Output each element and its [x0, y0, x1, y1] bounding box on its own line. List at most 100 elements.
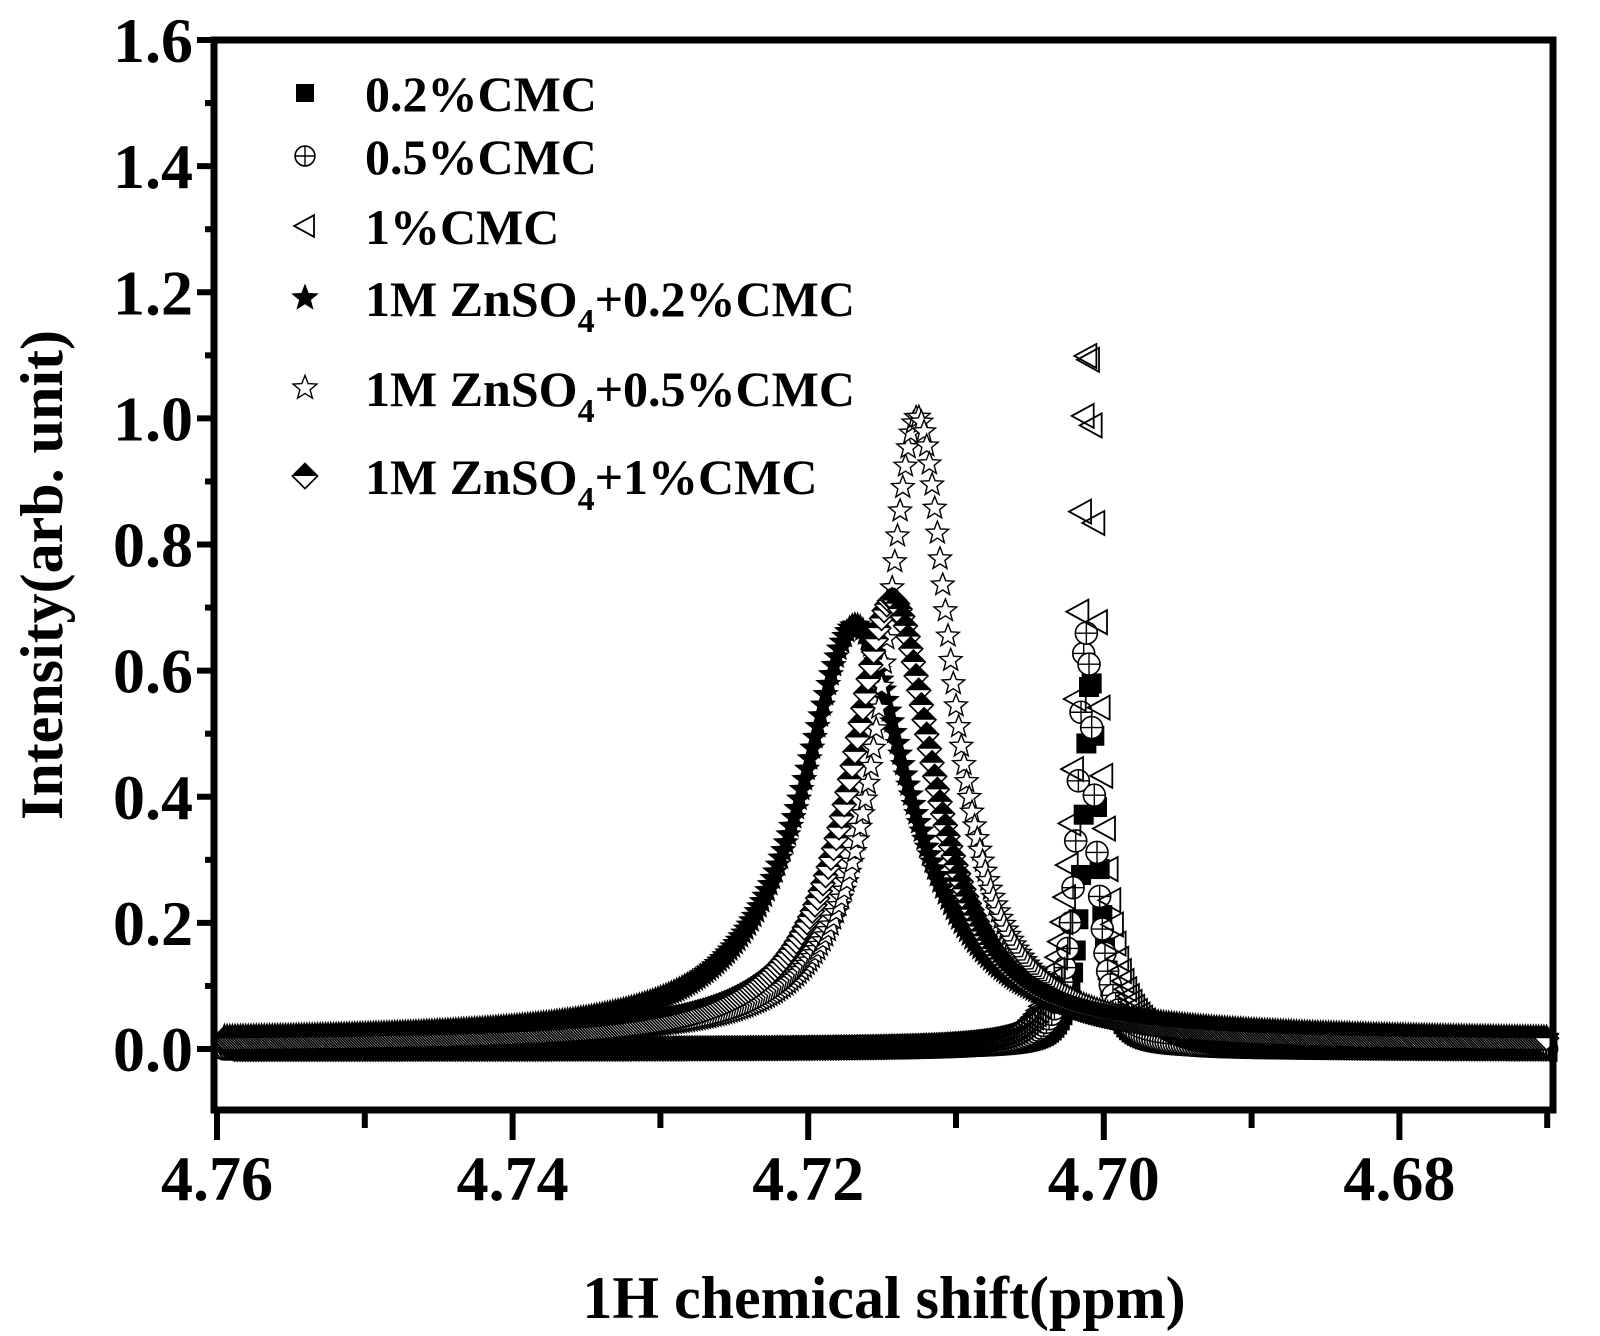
- data-point: [1072, 342, 1098, 370]
- legend-marker-icon: [294, 145, 316, 167]
- data-point: [1019, 1003, 1045, 1031]
- data-point: [948, 732, 975, 758]
- y-tick-label: 0.0: [113, 1014, 193, 1085]
- data-point: [1043, 943, 1068, 971]
- data-point: [884, 522, 911, 548]
- data-point: [929, 571, 956, 597]
- data-point: [942, 691, 970, 717]
- data-point: [1083, 608, 1108, 636]
- data-point: [1077, 411, 1103, 439]
- legend-item: 1M ZnSO4+0.2%CMC: [291, 271, 855, 340]
- data-point: [1101, 930, 1127, 958]
- legend-label: 1M ZnSO4+0.2%CMC: [365, 271, 855, 340]
- series-5: [211, 586, 1560, 1052]
- data-point: [958, 798, 986, 824]
- data-point: [934, 622, 962, 648]
- data-point: [1056, 809, 1082, 837]
- y-tick-label: 0.8: [113, 510, 193, 581]
- series-3: [211, 610, 1560, 1049]
- legend-item: 1M ZnSO4+0.5%CMC: [291, 361, 855, 430]
- data-point: [1061, 685, 1087, 713]
- data-point: [1109, 967, 1135, 995]
- legend-marker-icon: [291, 373, 319, 400]
- data-point: [945, 712, 972, 738]
- legend-label: 1%CMC: [365, 199, 559, 255]
- data-point: [1104, 945, 1130, 973]
- y-tick-label: 0.4: [113, 762, 193, 833]
- legend-item: 0.5%CMC: [294, 129, 597, 185]
- legend-marker-icon: [291, 462, 319, 490]
- data-point: [881, 547, 908, 573]
- data-point: [1040, 956, 1066, 984]
- data-point: [961, 811, 988, 837]
- data-point: [1087, 884, 1112, 909]
- data-point: [1059, 755, 1084, 783]
- data-point: [940, 669, 967, 695]
- data-point: [1053, 851, 1079, 879]
- data-point: [918, 470, 946, 497]
- data-point: [1016, 1006, 1042, 1034]
- data-point: [910, 417, 938, 443]
- data-point: [1079, 715, 1104, 740]
- data-point: [892, 452, 919, 478]
- y-axis-title: Intensity(arb. unit): [9, 330, 75, 820]
- x-tick-label: 4.70: [1048, 1143, 1160, 1214]
- data-point: [860, 734, 887, 760]
- plot-frame: [210, 36, 1557, 1114]
- data-point: [913, 432, 940, 458]
- data-point: [1064, 598, 1090, 626]
- data-point: [924, 519, 951, 545]
- data-point: [1088, 762, 1114, 790]
- x-tick-label: 4.68: [1343, 1143, 1455, 1214]
- data-point: [1021, 1000, 1047, 1028]
- data-point: [1067, 498, 1092, 526]
- x-axis: 4.76 4.74 4.72 4.70 4.68: [161, 1110, 1551, 1214]
- data-point: [1075, 346, 1100, 374]
- legend-item: 1%CMC: [292, 199, 559, 255]
- legend-item: 1M ZnSO4+1%CMC: [291, 449, 817, 518]
- data-point: [921, 494, 948, 520]
- data-point: [1051, 883, 1076, 911]
- legend: 0.2%CMC 0.5%CMC 1%CMC 1M ZnSO4+0.2%CMC 1M Zn…: [291, 66, 855, 518]
- y-tick-label: 0.6: [113, 636, 193, 707]
- data-point: [1082, 783, 1107, 808]
- y-tick-label: 1.6: [113, 5, 193, 76]
- legend-label: 0.2%CMC: [365, 66, 597, 122]
- data-point: [953, 767, 980, 793]
- data-point: [857, 752, 885, 778]
- data-point: [1074, 621, 1099, 645]
- data-point: [1093, 855, 1119, 883]
- data-point: [937, 646, 964, 672]
- data-point: [849, 799, 877, 825]
- data-point: [852, 785, 879, 811]
- legend-marker-icon: [292, 213, 315, 239]
- y-tick-label: 1.4: [113, 131, 193, 202]
- x-tick-label: 4.72: [752, 1143, 864, 1214]
- data-point: [1115, 982, 1140, 1010]
- data-point: [926, 544, 954, 570]
- legend-item: 0.2%CMC: [296, 66, 597, 122]
- legend-label: 1M ZnSO4+1%CMC: [365, 449, 817, 518]
- data-point: [1045, 928, 1071, 956]
- data-point: [1061, 875, 1085, 900]
- data-point: [1080, 509, 1106, 537]
- data-point: [889, 473, 916, 499]
- data-point: [932, 596, 959, 622]
- legend-label: 0.5%CMC: [365, 129, 597, 185]
- data-point: [916, 449, 943, 475]
- x-tick-label: 4.74: [457, 1143, 569, 1214]
- y-tick-label: 1.2: [113, 257, 193, 328]
- data-point: [1096, 886, 1122, 914]
- data-marks: [210, 342, 1560, 1063]
- data-point: [1077, 652, 1101, 677]
- data-point: [950, 750, 978, 776]
- legend-marker-icon: [296, 84, 314, 102]
- x-axis-title: 1H chemical shift(ppm): [582, 1265, 1185, 1331]
- data-point: [1085, 694, 1111, 722]
- y-axis: 0.0 0.2 0.4 0.6 0.8 1.0 1.2 1.4 1.6: [113, 5, 217, 1085]
- data-point: [1048, 908, 1074, 936]
- x-tick-label: 4.76: [161, 1143, 273, 1214]
- data-point: [1081, 673, 1102, 694]
- legend-marker-icon: [291, 283, 319, 310]
